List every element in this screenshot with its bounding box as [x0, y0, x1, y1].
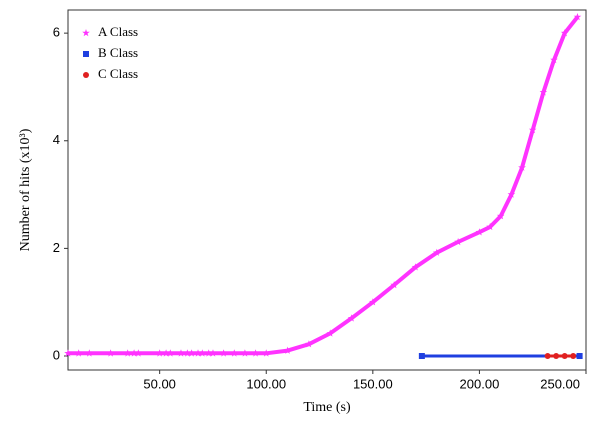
point [219, 349, 228, 357]
legend-marker [83, 72, 89, 78]
point [283, 346, 292, 354]
point [454, 237, 462, 246]
x-tick-label: 250.00 [540, 376, 580, 391]
point [390, 281, 398, 289]
point [560, 29, 569, 37]
point [576, 353, 583, 360]
legend-label: A Class [98, 24, 138, 39]
point [518, 163, 526, 171]
point [573, 13, 582, 21]
point [230, 349, 239, 357]
point [305, 340, 313, 348]
y-tick-label: 6 [53, 25, 60, 40]
point [183, 349, 192, 357]
point [134, 349, 143, 357]
point [198, 349, 207, 357]
legend-marker [83, 51, 89, 57]
x-tick-label: 100.00 [246, 376, 286, 391]
point [347, 314, 356, 322]
point [162, 349, 170, 357]
point [496, 212, 505, 220]
legend-label: C Class [98, 66, 138, 81]
point [369, 298, 377, 306]
legend-label: B Class [98, 45, 138, 60]
y-tick-label: 0 [53, 347, 60, 362]
point [553, 353, 560, 360]
point [411, 263, 420, 271]
point [570, 353, 577, 360]
point [262, 349, 271, 357]
point [539, 88, 548, 96]
point [194, 349, 202, 357]
legend-marker [82, 29, 90, 37]
point [177, 349, 185, 357]
point [209, 349, 217, 357]
x-tick-label: 150.00 [353, 376, 393, 391]
point [433, 248, 441, 256]
point [187, 349, 196, 357]
point [130, 349, 138, 357]
point [486, 222, 494, 231]
y-tick-label: 2 [53, 240, 60, 255]
point [326, 329, 334, 337]
point [204, 349, 213, 357]
y-axis-label: Number of hits (x10³) [18, 128, 33, 251]
point [528, 126, 537, 134]
point [550, 56, 558, 64]
point [507, 190, 516, 198]
plot-frame [67, 9, 587, 371]
point [85, 349, 94, 357]
series-line [68, 15, 580, 356]
x-tick-label: 50.00 [143, 376, 176, 391]
point [123, 349, 132, 357]
point [475, 228, 484, 236]
point [544, 353, 551, 360]
point [251, 349, 260, 357]
point [155, 349, 164, 357]
point [241, 349, 249, 357]
x-axis-label: Time (s) [303, 400, 351, 415]
x-tick-label: 200.00 [460, 376, 500, 391]
point [64, 349, 72, 357]
point [166, 349, 175, 357]
point [418, 353, 425, 360]
y-tick-label: 4 [53, 132, 60, 147]
point [74, 349, 83, 357]
point [106, 349, 115, 357]
point [561, 353, 568, 360]
